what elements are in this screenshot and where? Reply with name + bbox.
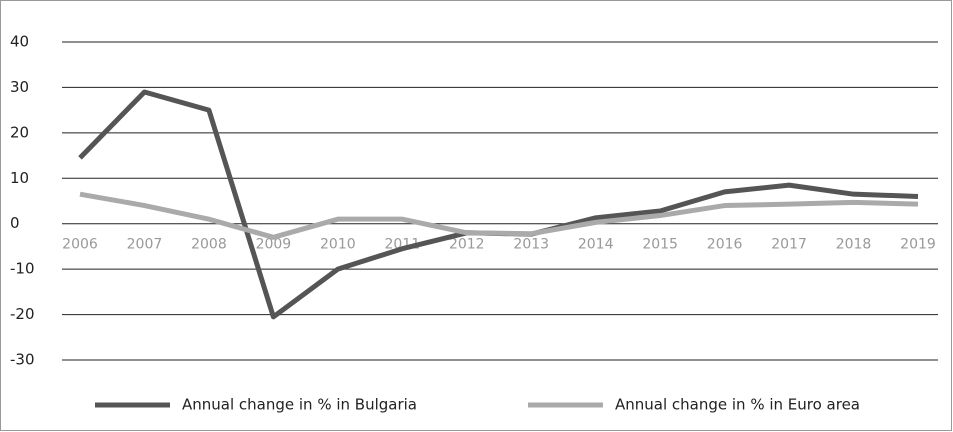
- y-tick-label: 0: [10, 214, 20, 232]
- x-tick-label: 2009: [256, 237, 292, 253]
- legend-label: Annual change in % in Euro area: [615, 396, 860, 414]
- x-tick-label: 2019: [900, 237, 936, 253]
- x-tick-label: 2018: [836, 237, 872, 253]
- y-tick-label: -10: [10, 260, 35, 278]
- x-tick-label: 2006: [62, 237, 98, 253]
- x-tick-label: 2014: [578, 237, 614, 253]
- legend-label: Annual change in % in Bulgaria: [182, 396, 417, 414]
- y-tick-label: 30: [10, 78, 29, 96]
- y-tick-label: 40: [10, 33, 29, 51]
- x-tick-label: 2017: [771, 237, 807, 253]
- x-tick-label: 2013: [513, 237, 549, 253]
- x-tick-label: 2008: [191, 237, 227, 253]
- x-tick-label: 2016: [707, 237, 743, 253]
- y-tick-label: 20: [10, 123, 29, 141]
- y-tick-label: 10: [10, 169, 29, 187]
- y-tick-label: -20: [10, 305, 35, 323]
- x-tick-label: 2015: [642, 237, 678, 253]
- x-tick-label: 2007: [127, 237, 163, 253]
- x-tick-label: 2010: [320, 237, 356, 253]
- y-tick-label: -30: [10, 351, 35, 369]
- series-line: [79, 191, 919, 240]
- x-tick-label: 2012: [449, 237, 485, 253]
